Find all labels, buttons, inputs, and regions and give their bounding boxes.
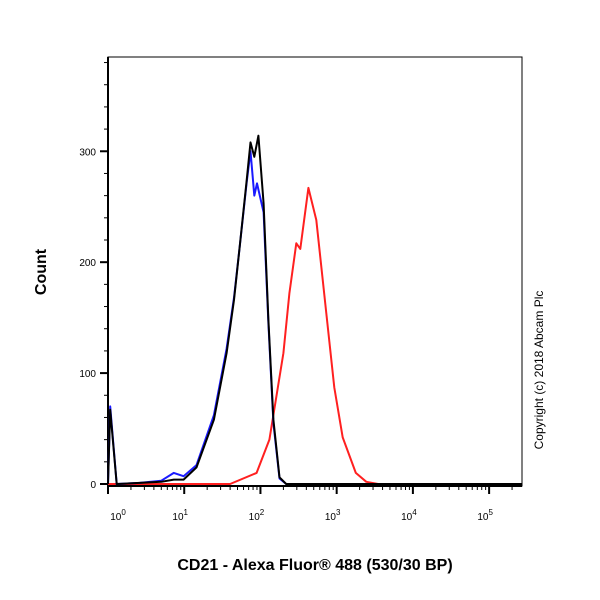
series-group [107,134,522,485]
x-tick-label: 103 [325,508,341,523]
x-axis-label: CD21 - Alexa Fluor® 488 (530/30 BP) [177,557,452,574]
y-tick-label: 0 [90,480,96,491]
y-axis-label: Count [33,248,50,295]
plot-frame [107,56,523,487]
x-tick-label: 105 [477,508,493,523]
histogram-series-0 [107,150,522,485]
x-ticks: 100 101 102 103 104 105 [107,486,513,523]
histogram-series-1 [107,134,522,485]
x-tick-label: 102 [249,508,265,523]
histogram-series-2 [108,186,522,485]
y-ticks: 0 100 200 300 [79,62,108,491]
y-tick-label: 100 [79,369,96,380]
y-tick-label: 300 [79,147,96,158]
copyright-text: Copyright (c) 2018 Abcam Plc [532,291,546,450]
x-tick-label: 104 [401,508,417,523]
y-tick-label: 200 [79,258,96,269]
x-tick-label: 100 [110,508,126,523]
x-tick-label: 101 [172,508,188,523]
